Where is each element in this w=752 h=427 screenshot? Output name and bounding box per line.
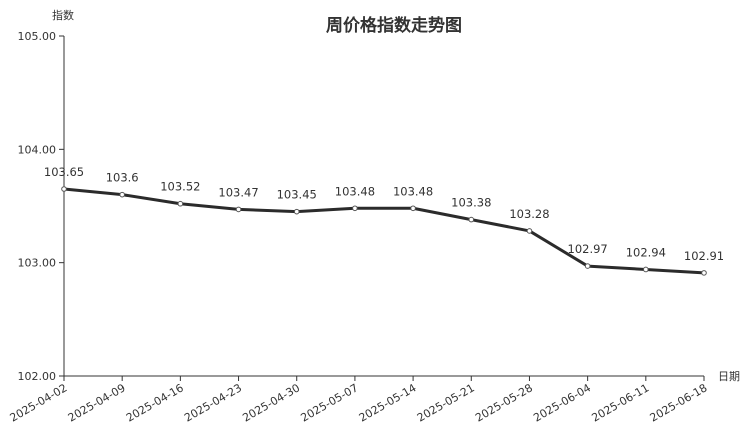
data-point bbox=[643, 266, 649, 273]
y-tick-label: 104.00 bbox=[18, 143, 57, 156]
series-line bbox=[63, 187, 705, 275]
data-label: 103.48 bbox=[335, 184, 375, 198]
data-label: 103.6 bbox=[106, 171, 139, 185]
data-label: 102.97 bbox=[568, 242, 608, 256]
x-tick-label: 2025-04-02 bbox=[8, 381, 70, 424]
data-label: 103.48 bbox=[393, 184, 433, 198]
data-point bbox=[61, 186, 67, 192]
data-point bbox=[235, 206, 242, 213]
data-label: 103.47 bbox=[218, 185, 258, 199]
x-axis-label: 日期 bbox=[718, 370, 740, 383]
x-tick-label: 2025-05-07 bbox=[299, 381, 361, 424]
data-label: 103.65 bbox=[44, 165, 84, 179]
y-tick-label: 103.00 bbox=[18, 257, 57, 270]
x-tick-label: 2025-04-23 bbox=[182, 381, 244, 424]
data-point bbox=[410, 205, 416, 212]
data-point bbox=[293, 208, 300, 215]
data-point bbox=[177, 200, 184, 207]
data-label: 103.28 bbox=[509, 207, 549, 221]
data-point bbox=[468, 216, 475, 223]
x-tick-label: 2025-04-16 bbox=[124, 381, 186, 424]
data-point bbox=[119, 191, 125, 198]
x-tick-label: 2025-05-14 bbox=[357, 381, 419, 424]
chart-title: 周价格指数走势图 bbox=[326, 15, 462, 36]
x-tick-label: 2025-06-04 bbox=[531, 381, 593, 424]
y-tick-label: 105.00 bbox=[18, 30, 57, 43]
x-tick-label: 2025-05-28 bbox=[473, 381, 535, 424]
data-label: 102.91 bbox=[684, 249, 724, 263]
x-tick-label: 2025-04-09 bbox=[66, 381, 128, 424]
y-axis-label: 指数 bbox=[52, 8, 74, 22]
data-point bbox=[701, 270, 707, 276]
data-label: 103.52 bbox=[160, 180, 200, 194]
x-tick-label: 2025-04-30 bbox=[240, 381, 302, 424]
x-tick-label: 2025-05-21 bbox=[415, 381, 477, 424]
data-label: 103.45 bbox=[277, 188, 317, 202]
data-label: 103.38 bbox=[451, 196, 491, 210]
y-tick-label: 102.00 bbox=[18, 370, 57, 383]
data-label: 102.94 bbox=[626, 245, 666, 259]
data-point bbox=[584, 263, 591, 269]
x-tick-label: 2025-06-18 bbox=[648, 381, 710, 424]
data-point bbox=[352, 205, 358, 212]
data-point bbox=[526, 228, 533, 234]
x-tick-label: 2025-06-11 bbox=[589, 381, 651, 424]
